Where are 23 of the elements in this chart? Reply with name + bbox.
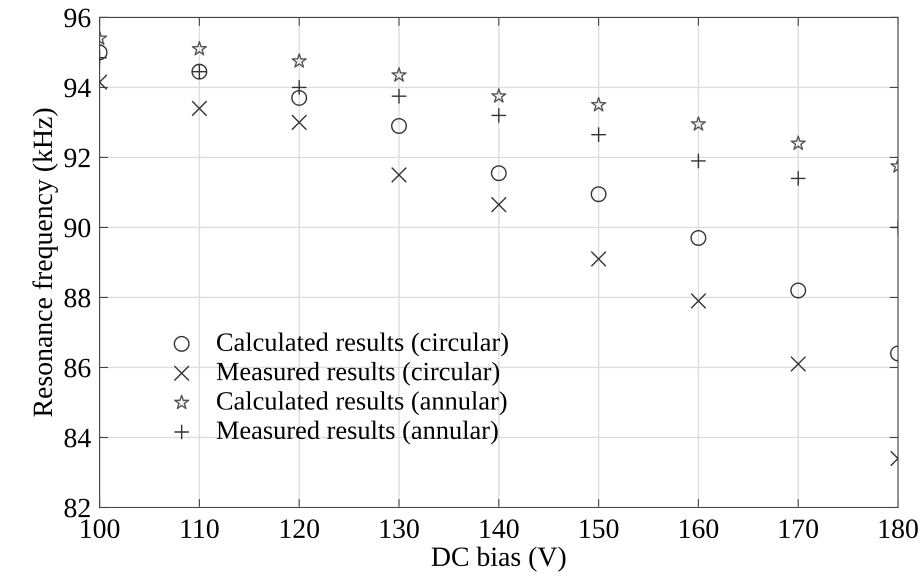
x-tick-label: 150 — [580, 519, 618, 538]
legend-label: Calculated results (circular) — [217, 332, 508, 356]
x-tick-label: 120 — [280, 519, 319, 538]
y-tick-label: 94 — [64, 78, 91, 98]
x-tick-label: 140 — [480, 519, 519, 538]
x-tick-label: 180 — [880, 519, 918, 538]
x-axis-title: DC bias (V) — [432, 546, 566, 572]
x-tick-label: 160 — [680, 519, 718, 538]
y-tick-label: 86 — [64, 358, 90, 378]
legend-label: Measured results (annular) — [216, 420, 498, 445]
x-tick-label: 100 — [81, 519, 120, 538]
y-tick-label: 90 — [64, 218, 90, 238]
legend-label: Calculated results (annular) — [217, 391, 506, 416]
y-axis-title: Resonance frequency (kHz) — [32, 108, 58, 417]
y-tick-label: 92 — [64, 148, 90, 168]
y-tick-label: 96 — [64, 8, 90, 28]
legend-label: Measured results (circular) — [216, 362, 500, 386]
x-tick-label: 110 — [182, 519, 219, 538]
x-tick-label: 170 — [780, 519, 818, 538]
y-tick-label: 84 — [64, 428, 91, 448]
y-tick-label: 82 — [64, 498, 90, 518]
y-tick-label: 88 — [64, 288, 90, 308]
x-tick-label: 130 — [380, 519, 419, 538]
